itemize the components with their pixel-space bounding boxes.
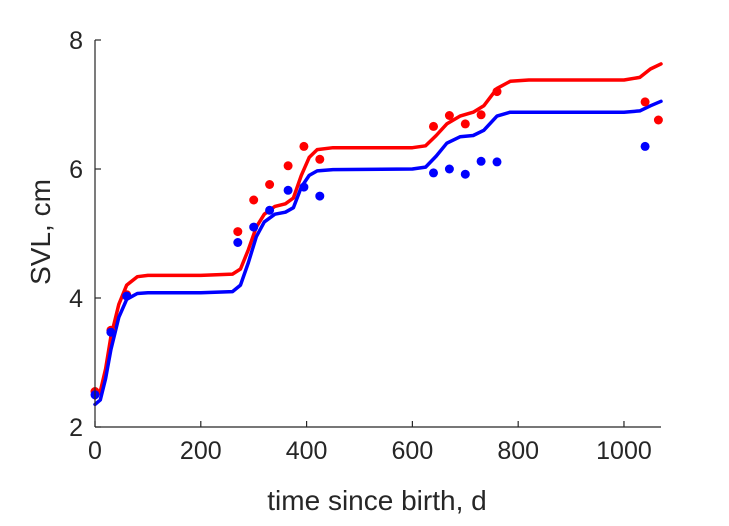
data-point — [299, 141, 309, 151]
data-point — [233, 238, 243, 247]
x-axis-label: time since birth, d — [267, 485, 486, 516]
data-point — [492, 157, 502, 167]
y-tick-label: 4 — [69, 285, 83, 313]
data-point — [640, 141, 650, 151]
x-tick-label: 200 — [180, 437, 222, 465]
data-point — [249, 222, 259, 232]
data-point — [106, 327, 116, 337]
x-tick-label: 1000 — [596, 437, 652, 465]
tick-layer: 0 200 400 600 800 1000 2 4 6 8 — [69, 27, 652, 465]
y-tick-label: 8 — [69, 27, 83, 55]
data-point — [640, 97, 650, 107]
data-point — [315, 154, 325, 164]
x-tick-label: 600 — [392, 437, 434, 465]
data-point — [460, 169, 470, 179]
data-point — [444, 111, 454, 120]
data-point — [122, 291, 132, 301]
data-point — [315, 191, 325, 201]
data-point — [429, 168, 438, 178]
data-point — [233, 227, 243, 237]
data-point — [299, 182, 309, 192]
series-line — [93, 62, 663, 400]
data-point — [283, 161, 293, 171]
data-layer — [90, 62, 663, 407]
y-tick-label: 6 — [69, 156, 83, 184]
data-point — [265, 205, 275, 215]
data-point — [476, 110, 486, 120]
data-point — [283, 185, 293, 195]
y-axis-label: SVL, cm — [25, 179, 56, 285]
data-point — [444, 164, 454, 174]
axes-layer — [94, 40, 661, 428]
x-tick-label: 800 — [497, 437, 539, 465]
data-point — [476, 156, 486, 166]
x-tick-label: 400 — [286, 437, 328, 465]
data-point — [249, 195, 259, 205]
data-point — [265, 180, 275, 189]
data-point — [429, 121, 438, 131]
data-point — [460, 119, 470, 129]
data-point — [653, 115, 663, 125]
y-tick-label: 2 — [69, 414, 83, 442]
data-point — [492, 87, 502, 97]
x-tick-label: 0 — [88, 437, 102, 465]
